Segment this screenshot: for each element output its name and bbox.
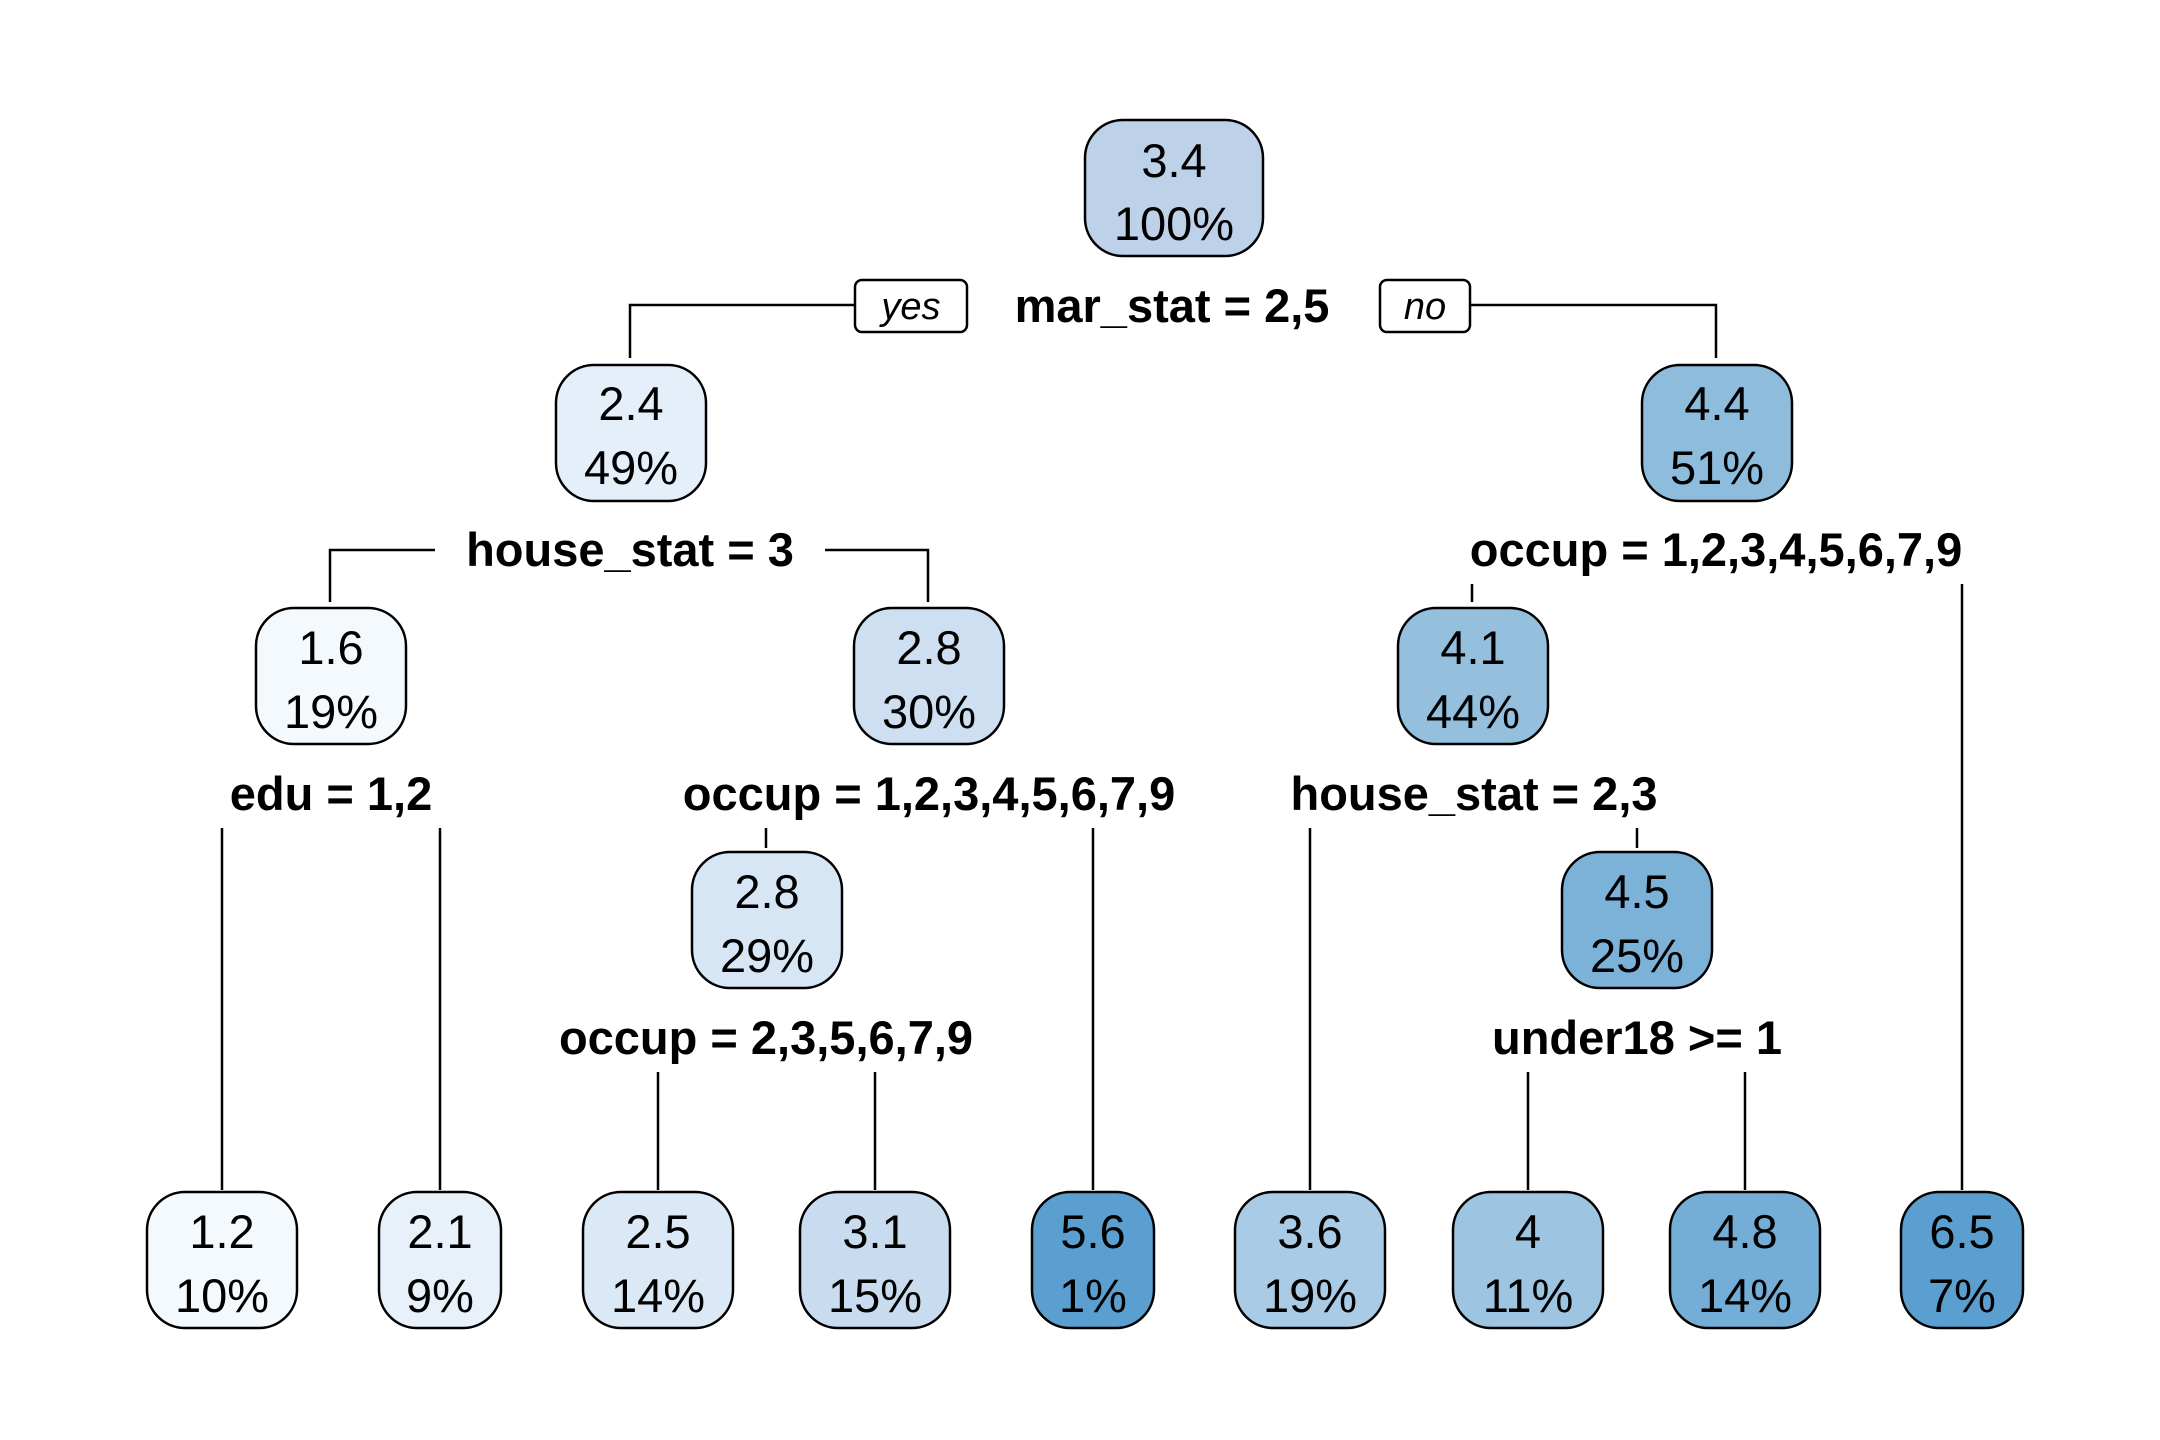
leaf-9-percent: 7% xyxy=(1928,1269,1996,1322)
leaf-2-percent: 9% xyxy=(406,1269,474,1322)
leaf-6-percent: 19% xyxy=(1263,1269,1357,1322)
edge-root-left xyxy=(628,303,855,358)
leaf-5-box xyxy=(1030,1190,1156,1330)
split-labels: mar_stat = 2,5 house_stat = 3 occup = 1,… xyxy=(230,279,1962,1064)
node-n5-value: 2.8 xyxy=(896,621,961,674)
node-n10-value: 2.8 xyxy=(734,865,799,918)
node-n3: 4.4 51% xyxy=(1640,363,1794,503)
leaf-8: 4.8 14% xyxy=(1668,1190,1822,1330)
node-n2-box xyxy=(554,363,708,503)
node-root: 3.4 100% xyxy=(1083,118,1265,258)
node-n4-value: 1.6 xyxy=(298,621,363,674)
leaf-5-percent: 1% xyxy=(1059,1269,1127,1322)
leaf-3-box xyxy=(581,1190,735,1330)
leaf-4: 3.1 15% xyxy=(798,1190,952,1330)
leaf-7-box xyxy=(1451,1190,1605,1330)
leaf-1-value: 1.2 xyxy=(189,1205,254,1258)
node-n3-value: 4.4 xyxy=(1684,377,1749,430)
node-n6-value: 4.1 xyxy=(1440,621,1505,674)
split-label-n3: occup = 1,2,3,4,5,6,7,9 xyxy=(1470,523,1963,576)
leaf-5-value: 5.6 xyxy=(1060,1205,1125,1258)
leaf-4-value: 3.1 xyxy=(842,1205,907,1258)
node-n3-box xyxy=(1640,363,1794,503)
leaf-2-value: 2.1 xyxy=(407,1205,472,1258)
tree-edges xyxy=(220,303,1964,1190)
edge-n2-right xyxy=(825,548,930,602)
node-n6: 4.1 44% xyxy=(1396,606,1550,746)
node-n4-box xyxy=(254,606,408,746)
node-n2: 2.4 49% xyxy=(554,363,708,503)
node-n5: 2.8 30% xyxy=(852,606,1006,746)
leaf-3: 2.5 14% xyxy=(581,1190,735,1330)
leaf-3-percent: 14% xyxy=(611,1269,705,1322)
node-root-percent: 100% xyxy=(1114,197,1234,250)
leaf-3-value: 2.5 xyxy=(625,1205,690,1258)
node-n6-box xyxy=(1396,606,1550,746)
node-n10: 2.8 29% xyxy=(690,850,844,990)
leaf-4-box xyxy=(798,1190,952,1330)
leaf-1-box xyxy=(145,1190,299,1330)
node-n13-box xyxy=(1560,850,1714,990)
leaf-5: 5.6 1% xyxy=(1030,1190,1156,1330)
node-n13: 4.5 25% xyxy=(1560,850,1714,990)
leaf-8-box xyxy=(1668,1190,1822,1330)
leaf-8-percent: 14% xyxy=(1698,1269,1792,1322)
leaf-7-value: 4 xyxy=(1515,1205,1541,1258)
node-root-value: 3.4 xyxy=(1141,134,1206,187)
leaf-1-percent: 10% xyxy=(175,1269,269,1322)
node-n13-percent: 25% xyxy=(1590,929,1684,982)
split-label-n4: edu = 1,2 xyxy=(230,767,432,820)
no-label-text: no xyxy=(1404,286,1446,328)
node-n6-percent: 44% xyxy=(1426,685,1520,738)
yes-label-text: yes xyxy=(878,286,940,328)
node-n10-percent: 29% xyxy=(720,929,814,982)
leaf-6-value: 3.6 xyxy=(1277,1205,1342,1258)
node-n4: 1.6 19% xyxy=(254,606,408,746)
leaf-8-value: 4.8 xyxy=(1712,1205,1777,1258)
node-n3-percent: 51% xyxy=(1670,441,1764,494)
node-n10-box xyxy=(690,850,844,990)
node-n5-percent: 30% xyxy=(882,685,976,738)
leaf-7: 4 11% xyxy=(1451,1190,1605,1330)
yes-label: yes xyxy=(853,278,969,334)
node-n2-value: 2.4 xyxy=(598,377,663,430)
split-label-n5: occup = 1,2,3,4,5,6,7,9 xyxy=(683,767,1176,820)
leaf-9-box xyxy=(1899,1190,2025,1330)
split-label-n10: occup = 2,3,5,6,7,9 xyxy=(559,1011,973,1064)
split-label-root: mar_stat = 2,5 xyxy=(1015,279,1330,332)
node-n4-percent: 19% xyxy=(284,685,378,738)
leaf-2-box xyxy=(377,1190,503,1330)
node-n2-percent: 49% xyxy=(584,441,678,494)
split-label-n13: under18 >= 1 xyxy=(1492,1011,1782,1064)
split-label-n2: house_stat = 3 xyxy=(466,523,794,576)
edge-root-right xyxy=(1470,303,1718,358)
split-label-n6: house_stat = 2,3 xyxy=(1290,767,1657,820)
node-n5-box xyxy=(852,606,1006,746)
leaf-4-percent: 15% xyxy=(828,1269,922,1322)
leaf-2: 2.1 9% xyxy=(377,1190,503,1330)
edge-n2-left xyxy=(328,548,435,602)
leaf-9-value: 6.5 xyxy=(1929,1205,1994,1258)
node-root-box xyxy=(1083,118,1265,258)
leaf-6: 3.6 19% xyxy=(1233,1190,1387,1330)
leaf-6-box xyxy=(1233,1190,1387,1330)
node-n13-value: 4.5 xyxy=(1604,865,1669,918)
leaf-7-percent: 11% xyxy=(1483,1269,1574,1322)
leaf-1: 1.2 10% xyxy=(145,1190,299,1330)
leaf-9: 6.5 7% xyxy=(1899,1190,2025,1330)
no-label: no xyxy=(1378,278,1472,334)
